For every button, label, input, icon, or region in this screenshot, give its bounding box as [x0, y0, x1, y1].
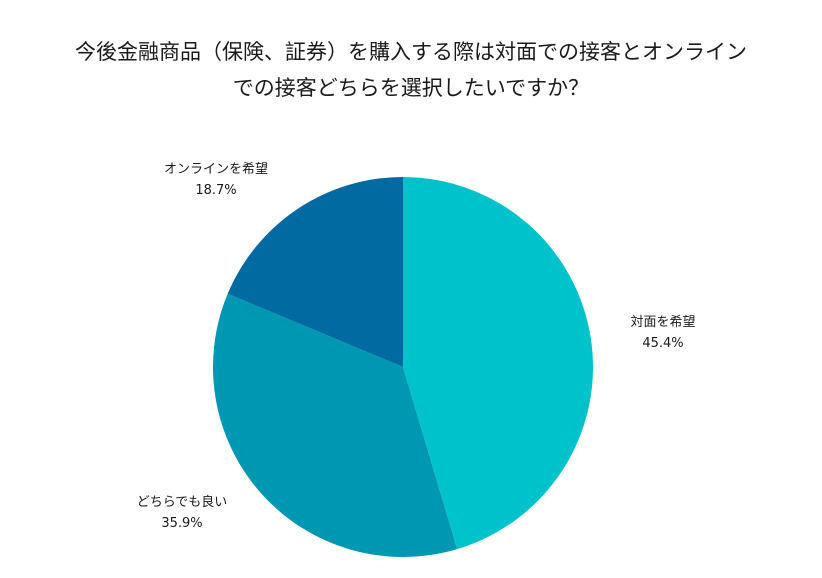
slice-label-2: どちらでも良い	[137, 494, 228, 510]
slice-label-1: 対面を希望	[630, 314, 695, 330]
pie-slice-2	[213, 293, 458, 558]
slice-value-3: 18.7%	[195, 183, 236, 198]
slice-value-1: 45.4%	[642, 336, 683, 351]
slice-value-2: 35.9%	[161, 516, 202, 531]
chart-title: 今後金融商品（保険、証券）を購入する際は対面での接客とオンライン での接客どちら…	[0, 34, 822, 106]
pie-slice-3	[227, 177, 403, 367]
chart-title-line-2: での接客どちらを選択したいですか？	[232, 76, 590, 100]
chart-title-line-1: 今後金融商品（保険、証券）を購入する際は対面での接客とオンライン	[75, 40, 747, 64]
pie-slice-1	[403, 176, 594, 550]
slice-label-3: オンラインを希望	[164, 161, 268, 177]
